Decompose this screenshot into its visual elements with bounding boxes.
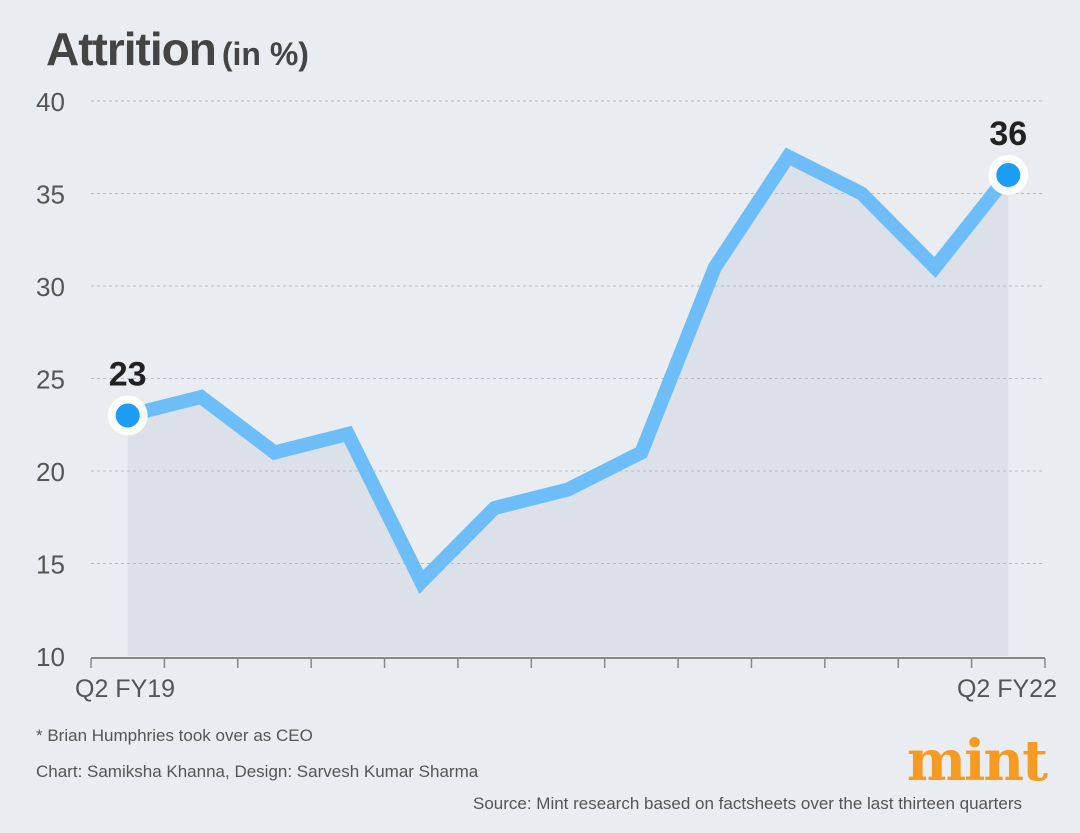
x-tick-label: Q2 FY22 xyxy=(957,675,1057,703)
mint-logo: mint xyxy=(906,728,1048,794)
source: Source: Mint research based on factsheet… xyxy=(472,794,1022,813)
data-label: 36 xyxy=(989,115,1027,153)
y-tick-label: 25 xyxy=(36,365,65,395)
area-fill xyxy=(127,156,1009,656)
y-tick-label: 20 xyxy=(36,457,65,487)
data-label: 23 xyxy=(109,356,147,394)
footnote-ceo: * Brian Humphries took over as CEO xyxy=(36,726,313,745)
title-text: Attrition xyxy=(46,23,217,75)
series-line xyxy=(125,147,1014,594)
credits: Chart: Samiksha Khanna, Design: Sarvesh … xyxy=(36,762,479,781)
y-tick-label: 30 xyxy=(36,272,65,302)
y-tick-label: 40 xyxy=(36,87,65,117)
title-unit: (in %) xyxy=(221,36,309,72)
data-point xyxy=(996,163,1021,187)
x-tick-label: Q2 FY19 xyxy=(75,675,175,703)
y-tick-label: 10 xyxy=(36,642,65,672)
data-point xyxy=(115,403,140,428)
y-tick-label: 15 xyxy=(36,550,65,580)
y-tick-label: 35 xyxy=(36,180,65,210)
chart-title: Attrition (in %) xyxy=(46,22,309,76)
